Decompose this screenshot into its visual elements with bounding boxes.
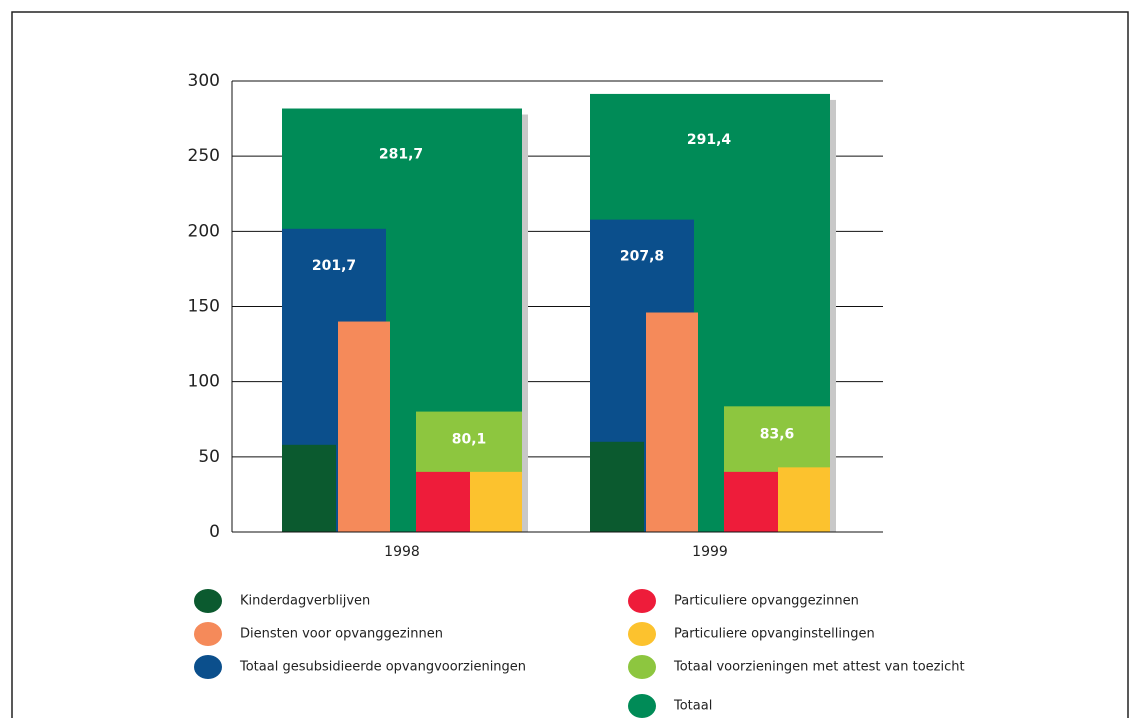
- legend-swatch: [628, 589, 656, 613]
- legend-swatch: [628, 694, 656, 718]
- bar: [416, 471, 470, 532]
- bar: [646, 312, 698, 532]
- value-label: 201,7: [312, 258, 356, 274]
- bar: [338, 321, 390, 532]
- legend-label: Totaal gesubsidieerde opvangvoorzieninge…: [239, 660, 526, 675]
- bar: [470, 471, 522, 532]
- legend-label: Diensten voor opvanggezinnen: [240, 627, 443, 642]
- bar: [282, 444, 336, 532]
- value-label: 83,6: [760, 426, 795, 442]
- y-tick-label: 0: [209, 522, 220, 542]
- y-tick-label: 250: [188, 146, 220, 166]
- value-label: 281,7: [379, 147, 423, 163]
- legend-swatch: [194, 622, 222, 646]
- x-tick-label: 1998: [384, 544, 420, 560]
- legend-swatch: [194, 655, 222, 679]
- legend-swatch: [628, 655, 656, 679]
- y-tick-label: 300: [188, 71, 220, 91]
- y-tick-label: 50: [198, 447, 220, 467]
- y-tick-label: 150: [188, 297, 220, 317]
- legend-label: Particuliere opvanggezinnen: [674, 594, 859, 609]
- y-tick-label: 100: [188, 372, 220, 392]
- value-label: 291,4: [687, 132, 732, 148]
- x-tick-label: 1999: [692, 544, 728, 560]
- y-tick-label: 200: [188, 221, 220, 241]
- legend-label: Particuliere opvanginstellingen: [674, 627, 875, 642]
- legend-label: Totaal: [673, 699, 712, 714]
- legend-label: Totaal voorzieningen met attest van toez…: [673, 660, 965, 675]
- bar: [724, 471, 778, 532]
- value-label: 207,8: [620, 249, 664, 265]
- legend-swatch: [194, 589, 222, 613]
- bar: [778, 467, 830, 532]
- legend-label: Kinderdagverblijven: [240, 594, 370, 609]
- legend-swatch: [628, 622, 656, 646]
- frame: [11, 11, 1129, 718]
- bar: [590, 441, 644, 532]
- value-label: 80,1: [452, 432, 487, 448]
